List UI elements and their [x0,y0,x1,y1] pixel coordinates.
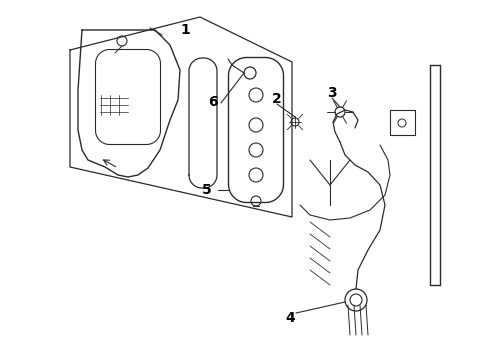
Text: 1: 1 [180,23,190,37]
Text: 4: 4 [285,311,295,325]
Text: 5: 5 [202,183,212,197]
Text: 2: 2 [272,92,282,106]
Text: 6: 6 [208,95,218,109]
Text: 3: 3 [327,86,337,100]
